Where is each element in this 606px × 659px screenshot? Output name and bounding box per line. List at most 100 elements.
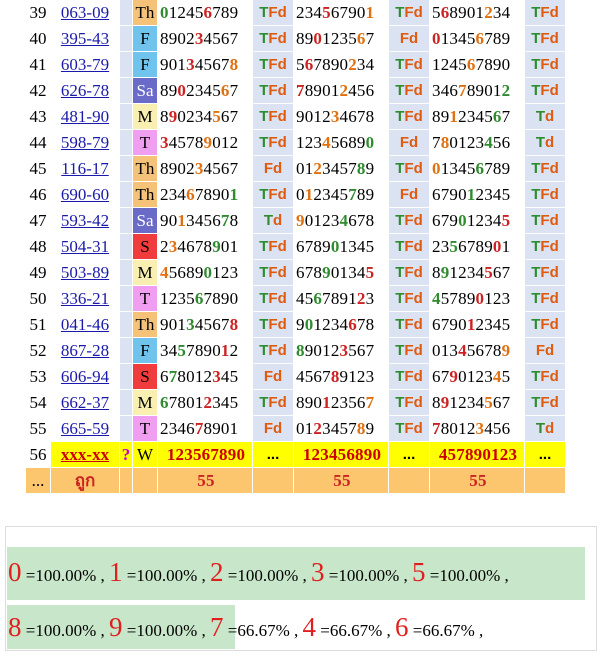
draw-code[interactable]: 503-89 — [50, 259, 120, 286]
digit-set: 891234567 — [429, 389, 525, 416]
row-number: 54 — [26, 389, 51, 416]
draw-code-link[interactable]: 116-17 — [61, 159, 109, 178]
digit-set: 567890234 — [293, 51, 389, 78]
digit-set: 901345678 — [157, 51, 253, 78]
draw-code-link[interactable]: 603-79 — [60, 55, 110, 74]
result-flag: TFd — [388, 155, 430, 182]
digit-set: 780123456 — [429, 415, 525, 442]
digit-set: 456789123 — [293, 363, 389, 390]
row-number: 41 — [26, 51, 51, 78]
spacer-cell — [119, 207, 133, 234]
spacer-cell — [119, 181, 133, 208]
draw-code-link[interactable]: 606-94 — [60, 367, 110, 386]
draw-code[interactable]: 690-60 — [50, 181, 120, 208]
stat-percent: =66.67% , — [223, 621, 303, 640]
predicted-digits: 457890123 — [429, 441, 525, 468]
digit-set: 457890123 — [429, 285, 525, 312]
result-flag: Fd — [388, 25, 430, 52]
draw-code-link[interactable]: 626-78 — [60, 81, 110, 100]
result-flag: Fd — [524, 337, 566, 364]
day-badge: Th — [132, 155, 158, 182]
row-number: 39 — [26, 0, 51, 26]
draw-code[interactable]: 867-28 — [50, 337, 120, 364]
result-flag: TFd — [252, 311, 294, 338]
result-flag: TFd — [252, 259, 294, 286]
draw-code[interactable]: 603-79 — [50, 51, 120, 78]
table-row: 54 662-37 M 678012345 TFd 890123567 TFd 8912345… — [26, 389, 566, 416]
digit-set: 456789123 — [293, 285, 389, 312]
spacer-cell — [119, 467, 133, 494]
row-number: 45 — [26, 155, 51, 182]
spacer-cell — [119, 155, 133, 182]
row-number: 55 — [26, 415, 51, 442]
draw-code-link[interactable]: 665-59 — [60, 419, 110, 438]
result-flag: TFd — [388, 233, 430, 260]
digit-set: 234567901 — [293, 0, 389, 26]
draw-code-link[interactable]: 690-60 — [60, 185, 110, 204]
day-badge: Th — [132, 0, 158, 26]
draw-code[interactable]: 665-59 — [50, 415, 120, 442]
digit-set: 012345789 — [293, 181, 389, 208]
digit-set: 679012345 — [429, 311, 525, 338]
result-flag: TFd — [252, 103, 294, 130]
result-flag: TFd — [524, 233, 566, 260]
draw-code[interactable]: 662-37 — [50, 389, 120, 416]
draw-code[interactable]: 504-31 — [50, 233, 120, 260]
draw-code-link[interactable]: 503-89 — [60, 263, 110, 282]
spacer-cell — [119, 415, 133, 442]
day-badge: F — [132, 337, 158, 364]
draw-code-link[interactable]: 395-43 — [60, 29, 110, 48]
draw-code[interactable]: 116-17 — [50, 155, 120, 182]
draw-code-link[interactable]: 598-79 — [60, 133, 110, 152]
row-number: 49 — [26, 259, 51, 286]
result-flag: TFd — [252, 77, 294, 104]
draw-code-link[interactable]: 662-37 — [60, 393, 110, 412]
day-badge: M — [132, 389, 158, 416]
result-flag: TFd — [252, 181, 294, 208]
draw-code-link[interactable]: 481-90 — [60, 107, 110, 126]
result-flag: TFd — [388, 207, 430, 234]
draw-code-link[interactable]: 336-21 — [60, 289, 110, 308]
draw-code-link[interactable]: 593-42 — [60, 211, 110, 230]
table-row: 49 503-89 M 456890123 TFd 678901345 TFd 8912345… — [26, 259, 566, 286]
table-row: 53 606-94 S 678012345 Fd 456789123 TFd 67901234… — [26, 363, 566, 390]
stat-digit: 4 — [302, 612, 317, 642]
digit-set: 013456789 — [429, 25, 525, 52]
draw-code[interactable]: 626-78 — [50, 77, 120, 104]
result-flag: TFd — [524, 51, 566, 78]
day-badge: S — [132, 363, 158, 390]
stat-percent: =100.00% , — [223, 566, 311, 585]
draw-code[interactable]: 481-90 — [50, 103, 120, 130]
spacer-cell — [524, 467, 566, 494]
digit-set: 012345789 — [293, 415, 389, 442]
draw-code-link[interactable]: 063-09 — [60, 3, 110, 22]
draw-code[interactable]: 593-42 — [50, 207, 120, 234]
table-row: 39 063-09 Th 012456789 TFd 234567901 TFd 568901… — [26, 0, 566, 26]
row-number: 43 — [26, 103, 51, 130]
result-flag: TFd — [252, 389, 294, 416]
spacer-cell — [119, 233, 133, 260]
draw-code[interactable]: 041-46 — [50, 311, 120, 338]
draw-code[interactable]: 395-43 — [50, 25, 120, 52]
stat-digit: 0 — [8, 557, 22, 587]
table-row: 47 593-42 Sa 901345678 Td 901234678 TFd 6790123… — [26, 207, 566, 234]
digit-stats-panel: 0 =100.00% , 1 =100.00% , 2 =100.00% , 3… — [5, 526, 597, 651]
pending-result: ... — [252, 441, 294, 468]
table-row: 50 336-21 T 123567890 TFd 456789123 TFd 4578901… — [26, 285, 566, 312]
row-number: 46 — [26, 181, 51, 208]
spacer-cell — [119, 285, 133, 312]
draw-code-link[interactable]: 867-28 — [60, 341, 110, 360]
draw-code[interactable]: 336-21 — [50, 285, 120, 312]
draw-code[interactable]: 598-79 — [50, 129, 120, 156]
result-flag: TFd — [388, 311, 430, 338]
result-flag: TFd — [388, 415, 430, 442]
draw-code-link[interactable]: 504-31 — [60, 237, 110, 256]
draw-code[interactable]: 606-94 — [50, 363, 120, 390]
spacer-cell — [119, 311, 133, 338]
row-number: 51 — [26, 311, 51, 338]
stats-highlight-line1 — [7, 547, 585, 600]
stat-percent: =100.00% , — [122, 566, 210, 585]
draw-code[interactable]: 063-09 — [50, 0, 120, 26]
draw-code-link[interactable]: 041-46 — [60, 315, 110, 334]
stats-line-2: 8 =100.00% , 9 =100.00% , 7 =66.67% , 4 … — [8, 612, 484, 642]
